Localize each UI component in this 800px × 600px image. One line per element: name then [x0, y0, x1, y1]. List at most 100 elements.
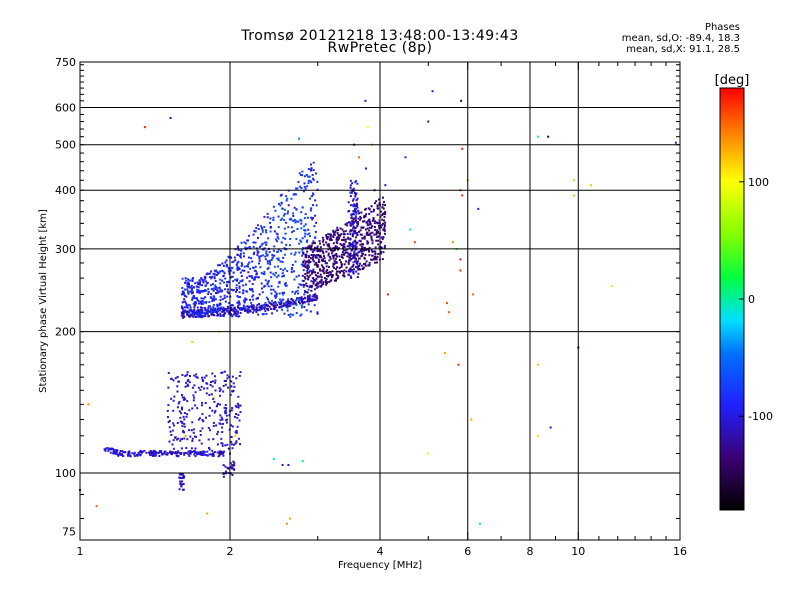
data-point [261, 306, 264, 309]
data-point [313, 253, 316, 256]
data-point [189, 375, 192, 378]
data-point [353, 260, 356, 263]
data-point [219, 419, 222, 422]
data-point [251, 287, 254, 290]
data-point [219, 388, 222, 391]
data-point [237, 406, 240, 409]
data-point [263, 285, 266, 288]
data-point [171, 429, 174, 432]
data-point [181, 406, 184, 409]
data-point [235, 288, 238, 291]
data-point [259, 233, 262, 236]
data-point [316, 256, 319, 259]
data-point [313, 263, 316, 266]
data-point [248, 275, 251, 278]
data-point [266, 267, 269, 270]
data-point [369, 232, 372, 235]
data-point [342, 249, 345, 252]
data-point [237, 304, 240, 307]
data-point [352, 217, 355, 220]
data-point [252, 241, 255, 244]
data-point [327, 236, 330, 239]
data-point [228, 302, 231, 305]
data-point [309, 310, 312, 313]
data-point [369, 223, 372, 226]
data-point [267, 279, 270, 282]
data-point [270, 276, 273, 279]
data-point [209, 429, 212, 432]
data-point [221, 371, 224, 374]
data-point [167, 372, 170, 375]
data-point [170, 453, 173, 456]
data-point [309, 274, 312, 277]
data-point [173, 395, 176, 398]
data-point [222, 270, 225, 273]
data-point [155, 451, 158, 454]
data-point [186, 438, 189, 441]
data-point [307, 256, 310, 259]
data-point [352, 254, 355, 257]
data-point [217, 430, 220, 433]
data-point [213, 396, 216, 399]
data-point [328, 233, 331, 236]
data-point [210, 293, 213, 296]
data-point [352, 255, 355, 258]
data-point [261, 254, 264, 257]
data-point [201, 419, 204, 422]
data-point [221, 269, 224, 272]
data-point [358, 264, 361, 267]
data-point [345, 270, 348, 273]
data-point [118, 453, 121, 456]
data-point [366, 224, 369, 227]
data-point [337, 247, 340, 250]
data-point [181, 393, 184, 396]
data-point [239, 404, 242, 407]
data-point [164, 453, 167, 456]
data-point [248, 245, 251, 248]
data-point [238, 268, 241, 271]
data-point [265, 296, 268, 299]
data-point [230, 435, 233, 438]
data-point [230, 440, 233, 443]
data-point [183, 298, 186, 301]
data-point [251, 277, 254, 280]
data-point [353, 245, 356, 248]
data-point [295, 187, 298, 190]
data-point [221, 289, 224, 292]
data-point [274, 290, 277, 293]
data-point [364, 228, 367, 231]
data-point [216, 310, 219, 313]
data-point [208, 393, 211, 396]
data-point [354, 204, 357, 207]
data-point [248, 261, 251, 264]
data-point [200, 277, 203, 280]
data-point [300, 222, 303, 225]
data-point [266, 282, 269, 285]
data-point [181, 290, 184, 293]
data-point [201, 379, 204, 382]
data-point [242, 292, 245, 295]
data-point [335, 272, 338, 275]
data-point [210, 307, 213, 310]
data-point [264, 301, 267, 304]
data-point [372, 208, 375, 211]
data-point [204, 315, 207, 318]
data-point [187, 290, 190, 293]
data-point [197, 309, 200, 312]
data-point [348, 268, 351, 271]
data-point [309, 209, 312, 212]
data-point [352, 210, 355, 213]
data-point [219, 264, 222, 267]
data-point [113, 451, 116, 454]
data-point [286, 300, 289, 303]
data-point [186, 310, 189, 313]
data-point [325, 265, 328, 268]
data-point [361, 252, 364, 255]
data-point [196, 451, 199, 454]
data-point [237, 395, 240, 398]
data-point [334, 262, 337, 265]
data-point [216, 314, 219, 317]
data-point [291, 290, 294, 293]
data-point [169, 377, 172, 380]
data-point [226, 310, 229, 313]
